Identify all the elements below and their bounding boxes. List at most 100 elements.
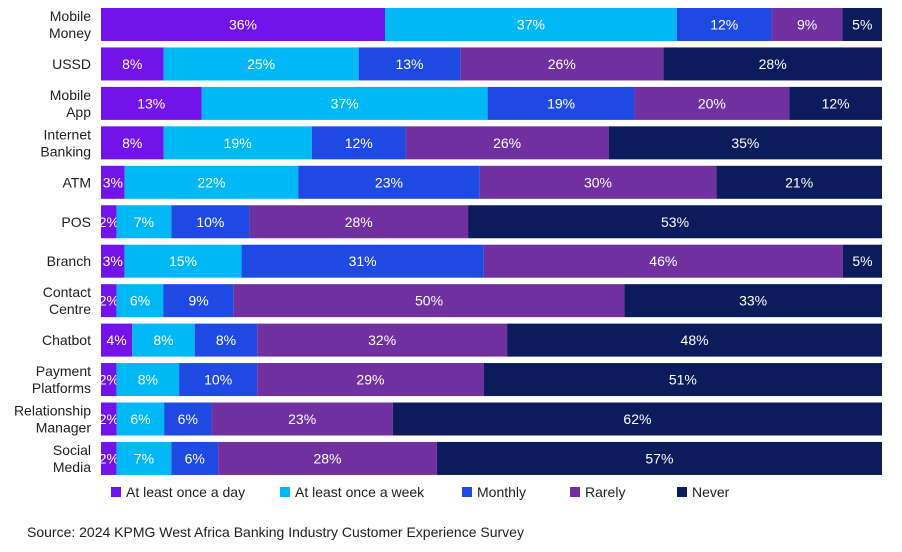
data-label-social-media-monthly: 6% [185,450,205,466]
data-label-contact-centre-never: 33% [739,293,767,309]
bar-chatbot-rarely [257,323,508,357]
bar-ussd-at-least-once-a-week [163,47,359,81]
bar-internet-banking-never [608,126,882,160]
bar-pos-rarely [249,205,469,239]
legend-label-at-least-once-a-week: At least once a week [295,484,425,500]
data-label-payment-platforms-rarely: 29% [356,372,384,388]
data-label-mobile-money-never: 5% [852,17,872,33]
data-label-relationship-manager-at-least-once-a-week: 6% [130,411,150,427]
category-label-mobile-money: Mobile Money [49,8,91,41]
bar-social-media-at-least-once-a-day [101,441,117,475]
category-label-chatbot: Chatbot [42,332,91,348]
legend: At least once a day At least once a week M… [111,484,730,500]
bar-payment-platforms-monthly [179,363,258,397]
data-label-internet-banking-never: 35% [731,135,759,151]
bar-atm-at-least-once-a-day [101,165,125,199]
data-label-ussd-at-least-once-a-week: 25% [247,56,275,72]
bar-atm-at-least-once-a-week [124,165,299,199]
data-label-atm-never: 21% [785,174,813,190]
bar-contact-centre-rarely [233,284,625,318]
data-label-pos-at-least-once-a-day: 2% [99,214,119,230]
bar-mobile-money-at-least-once-a-day [101,8,385,41]
bar-relationship-manager-never [392,402,882,436]
data-label-chatbot-monthly: 8% [216,332,236,348]
data-label-social-media-at-least-once-a-day: 2% [99,450,119,466]
bar-social-media-never [436,441,882,475]
category-label-payment-platforms: Payment Platforms [32,363,91,396]
bar-ussd-rarely [460,47,664,81]
data-label-mobile-app-never: 12% [822,95,850,111]
data-label-pos-monthly: 10% [196,214,224,230]
legend-swatch-at-least-once-a-week [280,487,290,497]
category-label-contact-centre: Contact Centre [43,284,91,317]
data-label-branch-monthly: 31% [349,253,377,269]
bar-mobile-money-monthly [676,8,772,41]
source-note: Source: 2024 KPMG West Africa Banking In… [27,524,524,540]
data-label-chatbot-rarely: 32% [368,332,396,348]
bar-branch-at-least-once-a-day [101,244,125,278]
bar-mobile-money-rarely [771,8,843,41]
legend-swatch-monthly [462,487,472,497]
data-label-pos-at-least-once-a-week: 7% [134,214,154,230]
data-label-contact-centre-at-least-once-a-week: 6% [130,293,150,309]
bar-mobile-money-at-least-once-a-week [385,8,677,41]
data-label-mobile-money-monthly: 12% [710,17,738,33]
data-label-social-media-rarely: 28% [313,450,341,466]
data-label-internet-banking-rarely: 26% [493,135,521,151]
bar-social-media-rarely [218,441,437,475]
legend-swatch-rarely [570,487,580,497]
data-label-mobile-app-monthly: 19% [547,95,575,111]
data-label-pos-never: 53% [661,214,689,230]
data-label-social-media-never: 57% [645,450,673,466]
data-label-payment-platforms-never: 51% [669,372,697,388]
category-label-mobile-app: Mobile App [50,87,91,120]
bar-internet-banking-at-least-once-a-day [101,126,164,160]
legend-label-at-least-once-a-day: At least once a day [126,484,245,500]
bar-pos-never [468,205,882,239]
category-label-relationship-manager: Relationship Manager [14,403,91,436]
data-label-payment-platforms-at-least-once-a-day: 2% [99,372,119,388]
bar-internet-banking-monthly [311,126,406,160]
data-label-atm-rarely: 30% [584,174,612,190]
data-label-ussd-monthly: 13% [395,56,423,72]
data-label-chatbot-at-least-once-a-week: 8% [153,332,173,348]
data-label-branch-at-least-once-a-week: 15% [169,253,197,269]
bar-payment-platforms-at-least-once-a-week [116,363,180,397]
bar-mobile-app-rarely [634,86,790,120]
data-label-social-media-at-least-once-a-week: 7% [134,450,154,466]
data-label-relationship-manager-never: 62% [623,411,651,427]
category-label-social-media: Social Media [53,442,91,475]
bar-social-media-monthly [171,441,219,475]
data-label-ussd-at-least-once-a-day: 8% [122,56,142,72]
bar-payment-platforms-at-least-once-a-day [101,363,117,397]
bar-chatbot-at-least-once-a-week [132,323,195,357]
data-label-atm-at-least-once-a-week: 22% [197,174,225,190]
data-label-chatbot-at-least-once-a-day: 4% [107,332,127,348]
bar-contact-centre-monthly [163,284,234,318]
data-label-branch-rarely: 46% [649,253,677,269]
bar-payment-platforms-never [483,363,882,397]
data-label-atm-monthly: 23% [375,174,403,190]
bar-relationship-manager-at-least-once-a-week [116,402,165,436]
bar-mobile-app-never [789,86,882,120]
legend-swatch-at-least-once-a-day [111,487,121,497]
category-label-pos: POS [61,214,91,230]
data-label-payment-platforms-monthly: 10% [204,372,232,388]
data-label-chatbot-never: 48% [681,332,709,348]
bar-pos-at-least-once-a-day [101,205,117,239]
bar-branch-monthly [241,244,484,278]
data-label-branch-at-least-once-a-day: 3% [103,253,123,269]
data-label-mobile-app-at-least-once-a-week: 37% [331,95,359,111]
data-label-ussd-never: 28% [759,56,787,72]
data-label-contact-centre-rarely: 50% [415,293,443,309]
bar-chatbot-at-least-once-a-day [101,323,133,357]
category-label-branch: Branch [47,253,91,269]
data-label-relationship-manager-at-least-once-a-day: 2% [99,411,119,427]
bar-internet-banking-rarely [405,126,609,160]
bar-contact-centre-never [624,284,882,318]
bar-pos-at-least-once-a-week [116,205,172,239]
bar-branch-rarely [483,244,843,278]
bar-relationship-manager-monthly [164,402,212,436]
data-label-internet-banking-at-least-once-a-week: 19% [224,135,252,151]
legend-swatch-never [677,487,687,497]
